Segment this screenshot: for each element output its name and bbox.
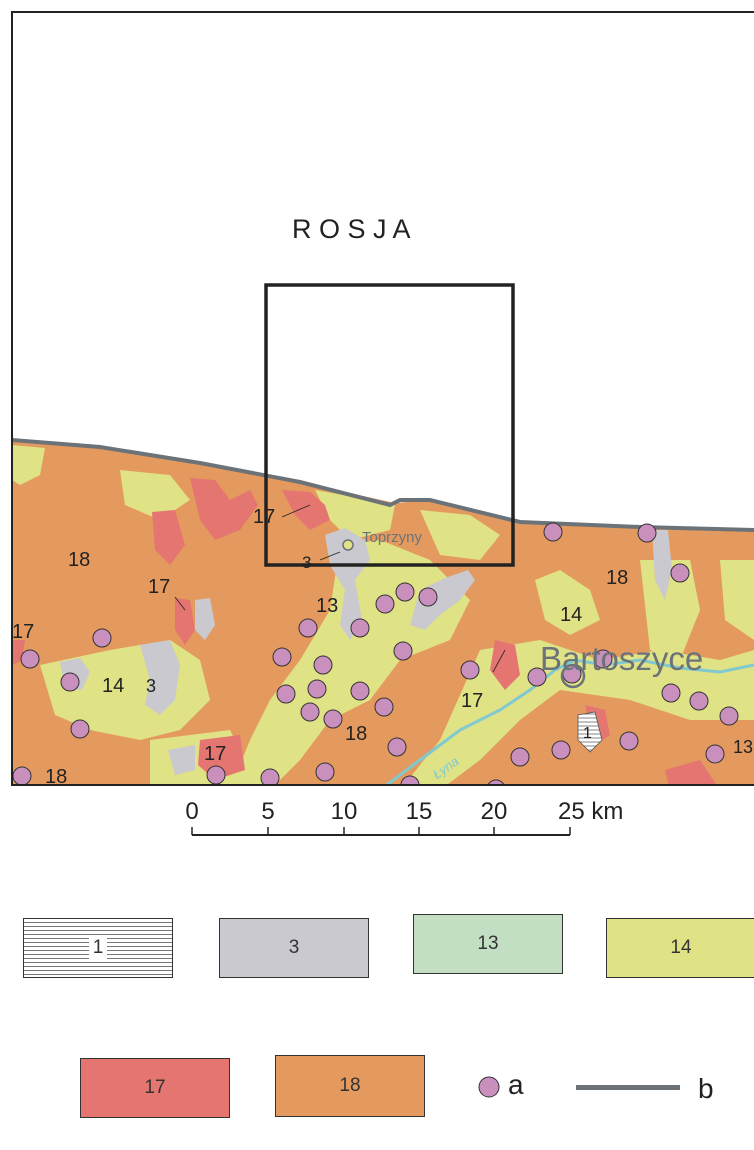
map-label-17: 17: [204, 743, 226, 765]
legend-label: 3: [288, 937, 300, 958]
legend-box-18: 18: [275, 1055, 425, 1117]
leader-lines: [174, 504, 506, 673]
legend-line-label: b: [698, 1073, 714, 1104]
map-label-3: 3: [146, 676, 156, 696]
scale-tick-label: 20: [481, 798, 508, 825]
map-frame: [11, 11, 754, 786]
point-symbols: [12, 522, 739, 785]
scale-tick-label: 10: [331, 798, 358, 825]
map-label-17: 17: [461, 690, 483, 712]
geological-map: 18 17 17 3 13 17 14 3 17 18 14 18 17 18 …: [11, 11, 754, 788]
town-symbol: [560, 663, 586, 689]
study-area-frame: [264, 283, 515, 567]
map-label-18: 18: [345, 723, 367, 745]
scale-tick-label: 25 km: [558, 798, 623, 825]
legend-label: 13: [477, 933, 499, 954]
legend-label: 1: [88, 937, 108, 959]
map-label-1: 1: [583, 725, 592, 742]
legend-box-14: 14: [606, 918, 754, 978]
scale-bar: 0 5 10 15 20 25 km: [185, 798, 623, 836]
river-lyna: [384, 658, 754, 785]
map-label-17: 17: [148, 576, 170, 598]
map-label-17: 17: [12, 621, 34, 643]
map-label-13: 13: [316, 595, 338, 617]
state-border: [12, 438, 754, 532]
legend-box-17: 17: [80, 1058, 230, 1118]
small-town-symbol: [342, 539, 354, 551]
legend-box-3: 3: [219, 918, 369, 978]
legend-label: 14: [670, 937, 692, 958]
legend-label: 17: [144, 1077, 166, 1098]
map-label-18: 18: [45, 766, 67, 788]
legend-point-icon: [478, 1076, 500, 1098]
legend-label: 18: [339, 1075, 361, 1096]
map-label-14: 14: [560, 604, 582, 626]
scale-tick-label: 0: [185, 798, 198, 825]
map-label-18: 18: [606, 567, 628, 589]
legend-box-13: 13: [413, 914, 563, 974]
map-label-18: 18: [68, 549, 90, 571]
unit-17-areas: [12, 478, 717, 785]
legend-point-label: a: [508, 1069, 524, 1100]
unit-1-area: [577, 711, 603, 753]
map-label-14: 14: [102, 675, 124, 697]
country-label: R O S J A: [292, 214, 411, 244]
scale-tick-label: 5: [261, 798, 274, 825]
legend-box-1: 1: [23, 918, 173, 978]
legend-line-icon: [576, 1085, 680, 1090]
map-label-13: 13: [733, 737, 753, 757]
town-name-main: Bartoszyce: [540, 640, 703, 677]
map-label-17: 17: [253, 506, 275, 528]
scale-tick-label: 15: [406, 798, 433, 825]
town-name-small: Toprzyny: [362, 529, 423, 546]
map-label-3: 3: [302, 553, 311, 572]
unit-3-areas: [60, 528, 672, 775]
